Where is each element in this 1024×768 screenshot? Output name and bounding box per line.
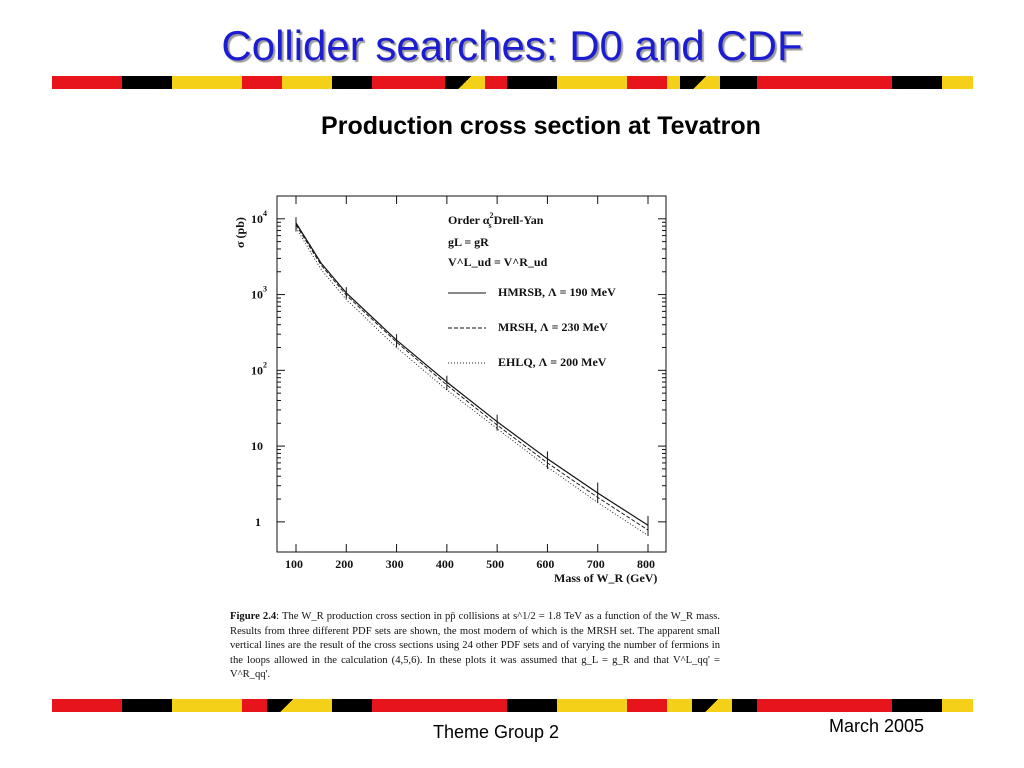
plot-frame — [276, 195, 667, 553]
y-tick-label-0: 104 — [251, 209, 267, 226]
y-axis-label: σ (pb) — [233, 217, 247, 248]
legend-header-2: V^L_ud = V^R_ud — [448, 255, 548, 269]
legend-entry-2: EHLQ, Λ = 200 MeV — [498, 355, 607, 369]
decorative-band-bottom — [52, 699, 973, 712]
legend-header-sup: 2 — [489, 211, 493, 220]
figure-panel: 104 103 102 10 1 100 200 300 400 500 600 700 800 Mass… — [222, 182, 728, 686]
series-line-dotted — [295, 227, 649, 536]
slide-subtitle: Production cross section at Tevatron — [321, 112, 761, 140]
figure-caption: Figure 2.4: The W_R production cross sec… — [230, 610, 720, 683]
footer-text: Theme Group 2 — [433, 722, 560, 742]
caption-label: Figure 2.4 — [230, 611, 277, 622]
y-tick-label-1: 103 — [251, 285, 267, 302]
y-tick-exponent-2: 2 — [263, 360, 267, 369]
x-tick-label-0: 100 — [285, 557, 303, 571]
x-tick-label-3: 400 — [436, 557, 454, 571]
legend-header-1: gL = gR — [448, 235, 489, 249]
legend-header-0: Order α2 s Drell-Yan — [448, 211, 544, 230]
y-tick-label-2: 102 — [251, 360, 267, 377]
slide-title: Collider searches: D0 and CDF — [221, 22, 803, 69]
legend-header-rest: Drell-Yan — [494, 213, 544, 227]
x-tick-label-2: 300 — [386, 557, 404, 571]
legend-entry-0: HMRSB, Λ = 190 MeV — [498, 285, 616, 299]
x-tick-label-7: 800 — [637, 557, 655, 571]
legend-header-sub: s — [488, 221, 491, 230]
x-tick-label-1: 200 — [335, 557, 353, 571]
y-tick-label-3: 10 — [251, 439, 263, 453]
y-tick-exponent-0: 4 — [263, 209, 267, 218]
x-tick-label-6: 700 — [587, 557, 605, 571]
x-axis-label: Mass of W_R (GeV) — [554, 571, 657, 585]
legend-entry-1: MRSH, Λ = 230 MeV — [498, 320, 608, 334]
x-tick-label-4: 500 — [486, 557, 504, 571]
slide-date: March 2005 — [829, 716, 925, 736]
y-tick-label-4: 1 — [255, 515, 261, 529]
caption-text: : The W_R production cross section in pp… — [230, 611, 720, 680]
decorative-band-top — [52, 76, 973, 89]
series-line-dashed — [295, 224, 649, 531]
y-tick-exponent-1: 3 — [263, 285, 267, 294]
x-tick-label-5: 600 — [536, 557, 554, 571]
